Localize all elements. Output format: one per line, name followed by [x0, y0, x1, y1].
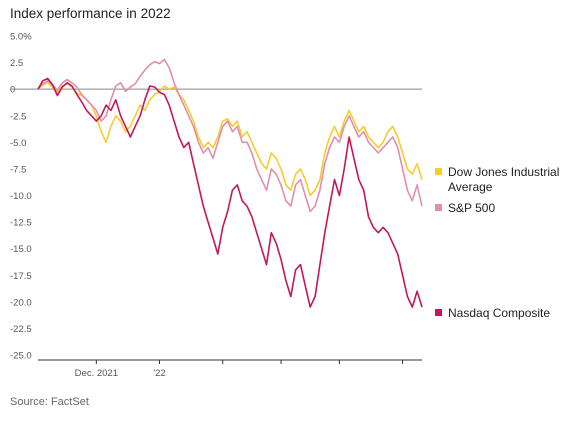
- legend-item[interactable]: S&P 500: [435, 201, 495, 215]
- y-tick-label: -5.0: [10, 138, 26, 149]
- series-line: [37, 58, 423, 213]
- y-tick-label: 5.0%: [10, 32, 32, 43]
- y-tick-label: -22.5: [10, 324, 32, 335]
- line-chart: 5.0% 2.5 0 -2.5 -5.0 -7.5 -10.0 -12.5 -15.0 -17.5…: [10, 32, 559, 379]
- legend-label: Dow Jones Industrial: [448, 165, 559, 179]
- y-tick-label: -7.5: [10, 164, 26, 175]
- legend-swatch: [435, 168, 442, 175]
- y-tick-label: -25.0: [10, 351, 32, 362]
- y-tick-label: 0: [10, 85, 15, 96]
- y-tick-label: -10.0: [10, 191, 32, 202]
- y-tick-label: -15.0: [10, 244, 32, 255]
- legend-item[interactable]: Nasdaq Composite: [435, 306, 550, 320]
- x-axis: Dec. 2021 '22: [38, 359, 422, 379]
- x-tick-label: '22: [153, 368, 165, 379]
- chart-title: Index performance in 2022: [10, 6, 171, 21]
- series-line: [37, 82, 423, 197]
- y-tick-label: -2.5: [10, 111, 26, 122]
- legend-swatch: [435, 309, 442, 316]
- y-tick-label: -17.5: [10, 271, 32, 282]
- legend-swatch: [435, 204, 442, 211]
- y-tick-label: 2.5: [10, 58, 23, 69]
- legend-label: Average: [448, 180, 493, 194]
- y-tick-label: -12.5: [10, 218, 32, 229]
- y-tick-label: -20.0: [10, 297, 32, 308]
- series-lines: [37, 58, 423, 308]
- y-axis-labels: 5.0% 2.5 0 -2.5 -5.0 -7.5 -10.0 -12.5 -15.0 -17.5…: [10, 32, 32, 362]
- source-note: Source: FactSet: [10, 396, 89, 408]
- legend-label: Nasdaq Composite: [448, 306, 550, 320]
- x-tick-label: Dec. 2021: [75, 368, 118, 379]
- legend-label: S&P 500: [448, 201, 495, 215]
- series-line: [37, 77, 423, 308]
